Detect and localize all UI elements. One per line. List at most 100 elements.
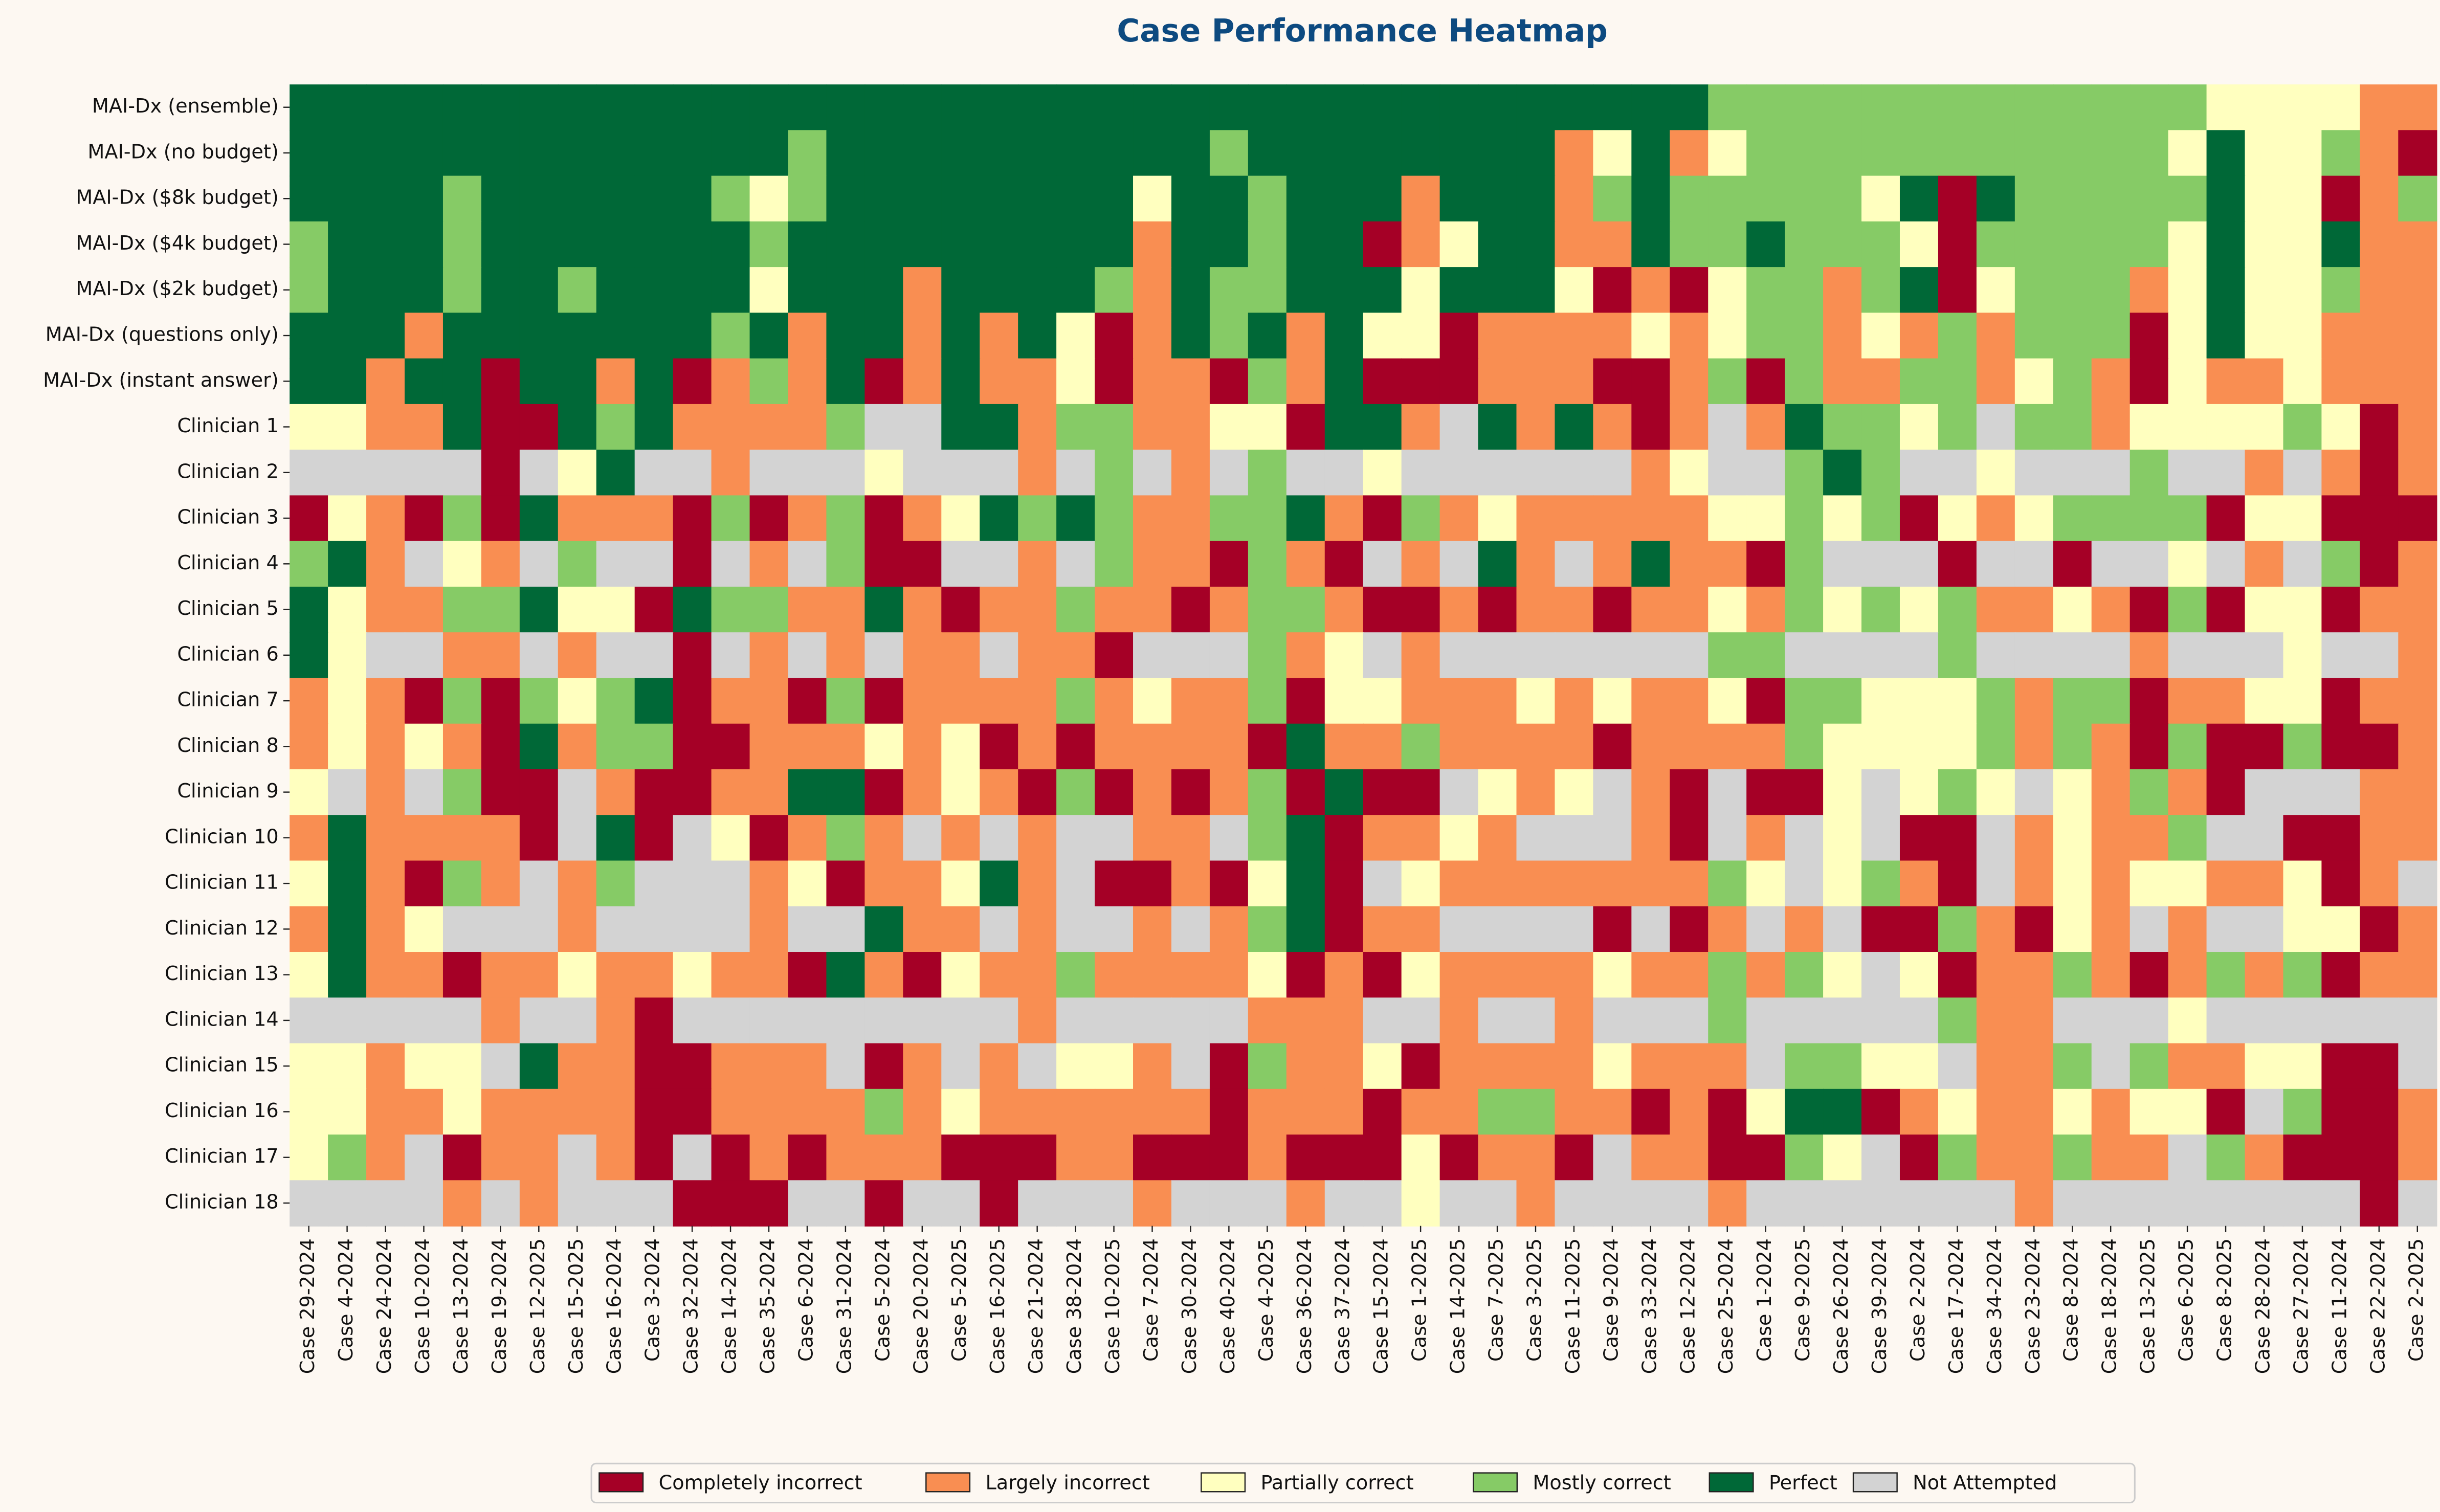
heatmap-cell	[405, 541, 444, 588]
heatmap-cell	[442, 541, 482, 588]
heatmap-cell	[2168, 1043, 2207, 1090]
heatmap-cell	[2321, 84, 2361, 131]
heatmap-cell	[366, 586, 406, 633]
heatmap-cell	[1670, 84, 1709, 131]
heatmap-cell	[941, 358, 981, 405]
heatmap-cell	[788, 1180, 827, 1227]
heatmap-cell	[2245, 221, 2284, 268]
heatmap-cell	[2398, 495, 2437, 542]
heatmap-cell	[2130, 1180, 2169, 1227]
heatmap-cell	[826, 1088, 866, 1136]
heatmap-cell	[980, 952, 1019, 998]
heatmap-cell	[1209, 1135, 1249, 1181]
heatmap-cell	[366, 450, 406, 496]
x-tick-label: Case 13-2024	[450, 1238, 473, 1374]
heatmap-cell	[519, 586, 559, 633]
heatmap-cell	[519, 175, 559, 223]
heatmap-cell	[1555, 1088, 1594, 1136]
heatmap-cell	[634, 860, 674, 907]
heatmap-cell	[1095, 952, 1134, 998]
heatmap-cell	[673, 1135, 712, 1181]
heatmap-cell	[2053, 313, 2092, 359]
heatmap-cell	[1401, 404, 1440, 451]
heatmap-cell	[2091, 1135, 2131, 1181]
heatmap-cell	[2053, 541, 2092, 588]
heatmap-cell	[596, 952, 635, 998]
x-tick-label: Case 2-2025	[2405, 1238, 2428, 1362]
heatmap-cell	[1861, 815, 1901, 861]
x-tick-label: Case 38-2024	[1063, 1238, 1086, 1374]
heatmap-cell	[711, 404, 750, 451]
heatmap-cell	[711, 175, 750, 223]
heatmap-cell	[2168, 860, 2207, 907]
heatmap-cell	[2360, 495, 2399, 542]
heatmap-cell	[1363, 358, 1402, 405]
heatmap-cell	[1401, 221, 1440, 268]
heatmap-cell	[1708, 952, 1747, 998]
x-tick-label: Case 8-2025	[2214, 1238, 2236, 1362]
heatmap-cell	[1976, 860, 2016, 907]
heatmap-cell	[1478, 495, 1517, 542]
x-tick-label: Case 21-2024	[1025, 1238, 1048, 1374]
heatmap-cell	[1286, 860, 1325, 907]
heatmap-cell	[1823, 723, 1862, 770]
heatmap-cell	[788, 1088, 827, 1136]
heatmap-cell	[1248, 678, 1288, 724]
heatmap-cell	[1708, 678, 1747, 724]
y-tick-label: Clinician 1	[177, 415, 278, 437]
heatmap-cell	[1171, 130, 1211, 176]
heatmap-cell	[980, 541, 1019, 588]
heatmap-cell	[2398, 678, 2437, 724]
x-tick-label: Case 3-2025	[1523, 1238, 1546, 1362]
heatmap-cell	[1248, 221, 1288, 268]
heatmap-cell	[596, 997, 635, 1044]
heatmap-cell	[1670, 632, 1709, 679]
heatmap-cell	[2091, 130, 2131, 176]
heatmap-cell	[328, 769, 367, 816]
heatmap-cell	[864, 997, 904, 1044]
heatmap-cell	[864, 815, 904, 861]
heatmap-cell	[1516, 267, 1556, 314]
heatmap-cell	[442, 723, 482, 770]
heatmap-cell	[405, 1135, 444, 1181]
heatmap-cell	[2053, 404, 2092, 451]
heatmap-cell	[673, 358, 712, 405]
heatmap-cell	[1746, 632, 1786, 679]
heatmap-cell	[1976, 952, 2016, 998]
heatmap-cell	[558, 450, 597, 496]
heatmap-cell	[1823, 84, 1862, 131]
heatmap-cell	[1516, 906, 1556, 953]
heatmap-cell	[711, 1180, 750, 1227]
heatmap-cell	[1861, 860, 1901, 907]
heatmap-cell	[1708, 358, 1747, 405]
heatmap-cell	[481, 860, 521, 907]
heatmap-cell	[1248, 404, 1288, 451]
heatmap-cell	[290, 586, 329, 633]
heatmap-cell	[903, 632, 942, 679]
heatmap-cell	[1286, 267, 1325, 314]
heatmap-cell	[1478, 84, 1517, 131]
heatmap-cell	[941, 495, 981, 542]
heatmap-cell	[558, 632, 597, 679]
heatmap-cell	[1478, 815, 1517, 861]
heatmap-cell	[558, 906, 597, 953]
heatmap-cell	[1324, 632, 1364, 679]
heatmap-cell	[2168, 1088, 2207, 1136]
heatmap-cell	[2283, 997, 2322, 1044]
heatmap-cell	[1363, 860, 1402, 907]
heatmap-cell	[634, 586, 674, 633]
heatmap-cell	[2014, 997, 2054, 1044]
heatmap-cell	[903, 130, 942, 176]
heatmap-cell	[442, 313, 482, 359]
heatmap-cell	[442, 358, 482, 405]
heatmap-cell	[749, 175, 789, 223]
heatmap-cell	[634, 267, 674, 314]
heatmap-cell	[2053, 632, 2092, 679]
heatmap-cell	[1516, 769, 1556, 816]
heatmap-cell	[1746, 404, 1786, 451]
heatmap-cell	[2283, 678, 2322, 724]
heatmap-cell	[328, 1180, 367, 1227]
heatmap-cell	[2398, 267, 2437, 314]
heatmap-cell	[1056, 906, 1096, 953]
heatmap-cell	[1324, 175, 1364, 223]
